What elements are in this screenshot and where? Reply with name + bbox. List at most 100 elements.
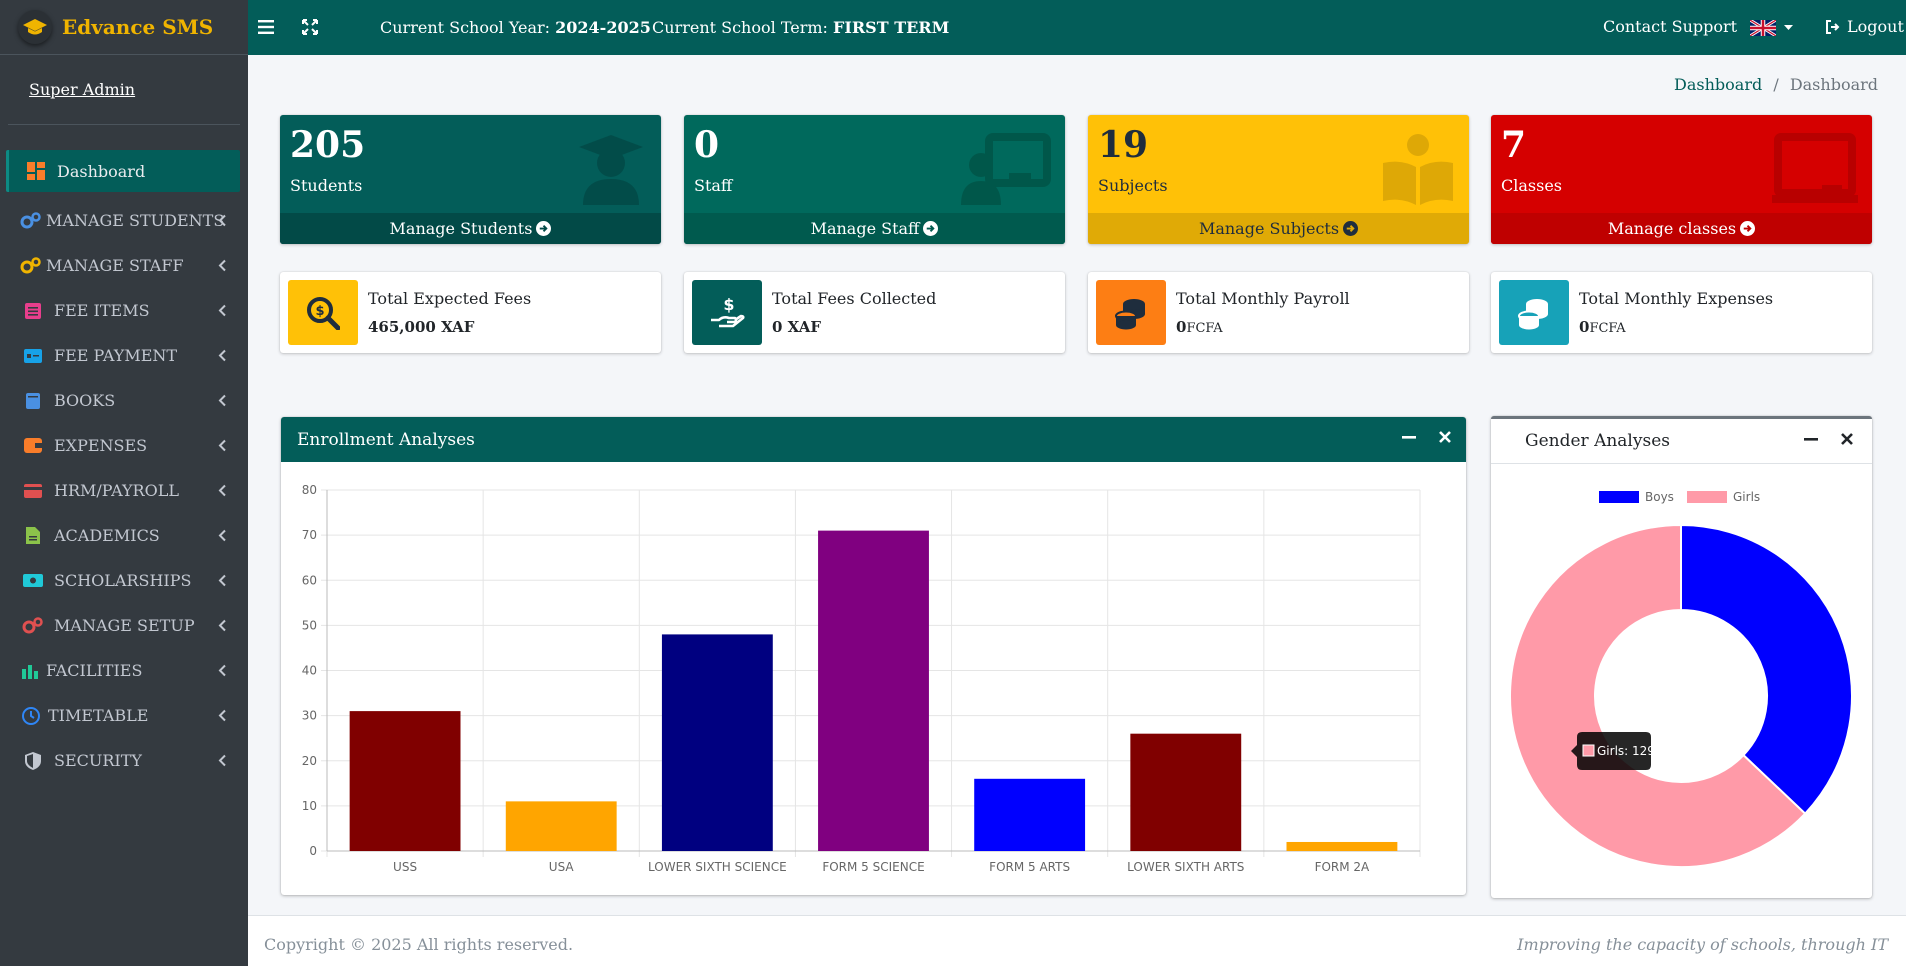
bar-lower-sixth-arts[interactable] <box>1130 733 1242 851</box>
x-tick-label: USA <box>549 860 575 874</box>
manage-staff-link[interactable]: Manage Staff <box>684 213 1065 244</box>
credit-card-icon <box>22 483 44 498</box>
chart-icon <box>20 663 42 679</box>
sidebar-item-facilities[interactable]: FACILITIES <box>0 648 248 693</box>
bar-lower-sixth-science[interactable] <box>661 634 773 851</box>
arrow-circle-right-icon <box>1740 221 1756 236</box>
x-tick-label: FORM 2A <box>1315 860 1370 874</box>
sidebar-item-label: SCHOLARSHIPS <box>54 571 192 590</box>
school-year-value: 2024-2025 <box>555 18 651 37</box>
x-tick-label: USS <box>393 860 417 874</box>
bar-form-5-arts[interactable] <box>974 778 1086 851</box>
monthly-payroll-value: 0 <box>1176 318 1187 336</box>
sidebar-item-dashboard[interactable]: Dashboard <box>6 150 240 192</box>
contact-support-link[interactable]: Contact Support <box>1603 17 1738 36</box>
sidebar-item-scholarships[interactable]: SCHOLARSHIPS <box>0 558 248 603</box>
sidebar-item-books[interactable]: BOOKS <box>0 378 248 423</box>
sidebar-item-manage-students[interactable]: MANAGE STUDENTS <box>0 198 248 243</box>
hand-holding-usd-icon: $ <box>692 280 762 345</box>
manage-subjects-link[interactable]: Manage Subjects <box>1088 213 1469 244</box>
school-term-value: FIRST TERM <box>833 18 950 37</box>
sidebar-item-label: Dashboard <box>57 161 146 181</box>
user-name-link[interactable]: Super Admin <box>29 80 136 99</box>
staff-count: 0 <box>694 124 720 166</box>
sidebar-item-hrm-payroll[interactable]: HRM/PAYROLL <box>0 468 248 513</box>
fullscreen-icon[interactable] <box>300 17 320 37</box>
x-tick-label: FORM 5 ARTS <box>989 860 1070 874</box>
sidebar-item-manage-staff[interactable]: MANAGE STAFF <box>0 243 248 288</box>
legend-label-boys[interactable]: Boys <box>1645 490 1674 504</box>
dashboard-icon <box>25 162 47 180</box>
minimize-icon[interactable] <box>1402 429 1416 449</box>
classes-stat-box: 7 Classes Manage classes <box>1491 115 1872 244</box>
bar-usa[interactable] <box>505 801 617 851</box>
tagline-text: Improving the capacity of schools, throu… <box>1517 935 1888 954</box>
logout-button[interactable]: Logout <box>1825 17 1904 36</box>
sidebar-item-academics[interactable]: ACADEMICS <box>0 513 248 558</box>
slice-boys[interactable] <box>1680 523 1853 816</box>
sidebar-item-security[interactable]: SECURITY <box>0 738 248 783</box>
expected-fees-title: Total Expected Fees <box>368 289 532 308</box>
minimize-icon[interactable] <box>1804 431 1818 451</box>
school-term: Current School Term: FIRST TERM <box>652 18 949 37</box>
enrollment-title: Enrollment Analyses <box>297 429 475 450</box>
bar-form-5-science[interactable] <box>818 530 929 851</box>
list-icon <box>22 302 44 319</box>
chevron-left-icon <box>218 481 226 500</box>
fees-collected-box: $ Total Fees Collected 0 XAF <box>684 272 1065 353</box>
x-tick-label: LOWER SIXTH SCIENCE <box>648 860 787 874</box>
shield-icon <box>22 751 44 770</box>
manage-classes-link[interactable]: Manage classes <box>1491 213 1872 244</box>
y-tick-label: 80 <box>302 483 317 497</box>
enrollment-card-header: Enrollment Analyses <box>281 417 1466 462</box>
gender-card-header: Gender Analyses <box>1491 419 1872 464</box>
page-footer: Copyright © 2025 All rights reserved. Im… <box>248 915 1906 966</box>
user-panel: Super Admin <box>8 55 240 125</box>
enrollment-card: Enrollment Analyses 0 10 20 30 40 50 60 70 80 USS… <box>281 417 1466 895</box>
sidebar-item-fee-payment[interactable]: FEE PAYMENT <box>0 333 248 378</box>
tooltip-text: Girls: 129 <box>1597 744 1655 758</box>
manage-students-link[interactable]: Manage Students <box>280 213 661 244</box>
money-icon <box>22 348 44 363</box>
classes-label: Classes <box>1501 176 1562 196</box>
students-label: Students <box>290 176 363 196</box>
close-icon[interactable] <box>1438 429 1452 449</box>
manage-staff-label: Manage Staff <box>810 219 920 238</box>
sidebar-item-timetable[interactable]: TIMETABLE <box>0 693 248 738</box>
chart-tooltip: Girls: 129 <box>1571 732 1655 770</box>
hamburger-menu-icon[interactable] <box>256 17 276 37</box>
gender-title: Gender Analyses <box>1525 431 1670 451</box>
legend-swatch-girls <box>1687 491 1727 503</box>
chevron-left-icon <box>218 616 226 635</box>
y-tick-label: 50 <box>302 618 317 632</box>
close-icon[interactable] <box>1840 431 1854 451</box>
bar-form-2a[interactable] <box>1286 841 1398 851</box>
brand-link[interactable]: Edvance SMS <box>0 0 248 55</box>
svg-text:$: $ <box>315 304 324 319</box>
chart-slices <box>1509 523 1853 868</box>
x-tick-label: FORM 5 SCIENCE <box>822 860 924 874</box>
x-tick-label: LOWER SIXTH ARTS <box>1127 860 1244 874</box>
cogs-icon <box>20 211 42 230</box>
file-icon <box>22 527 44 544</box>
legend-label-girls[interactable]: Girls <box>1733 490 1760 504</box>
chevron-left-icon <box>218 436 226 455</box>
sidebar-item-label: MANAGE STUDENTS <box>46 211 225 230</box>
subjects-label: Subjects <box>1098 176 1168 196</box>
school-term-label: Current School Term: <box>652 18 828 37</box>
language-dropdown[interactable] <box>1750 20 1793 36</box>
manage-classes-label: Manage classes <box>1607 219 1737 238</box>
monthly-expenses-title: Total Monthly Expenses <box>1579 289 1774 308</box>
sidebar-item-expenses[interactable]: EXPENSES <box>0 423 248 468</box>
arrow-circle-right-icon <box>923 221 939 236</box>
bar-uss[interactable] <box>349 711 461 851</box>
subjects-count: 19 <box>1098 124 1149 166</box>
breadcrumb-separator: / <box>1773 75 1779 94</box>
top-navbar: Current School Year: 2024-2025 Current S… <box>248 0 1906 55</box>
sidebar-item-fee-items[interactable]: FEE ITEMS <box>0 288 248 333</box>
sidebar-item-label: FACILITIES <box>46 661 143 680</box>
brand-name: Edvance SMS <box>62 15 214 39</box>
breadcrumb-home-link[interactable]: Dashboard <box>1674 75 1763 94</box>
sidebar-item-manage-setup[interactable]: MANAGE SETUP <box>0 603 248 648</box>
legend-swatch-boys <box>1599 491 1639 503</box>
